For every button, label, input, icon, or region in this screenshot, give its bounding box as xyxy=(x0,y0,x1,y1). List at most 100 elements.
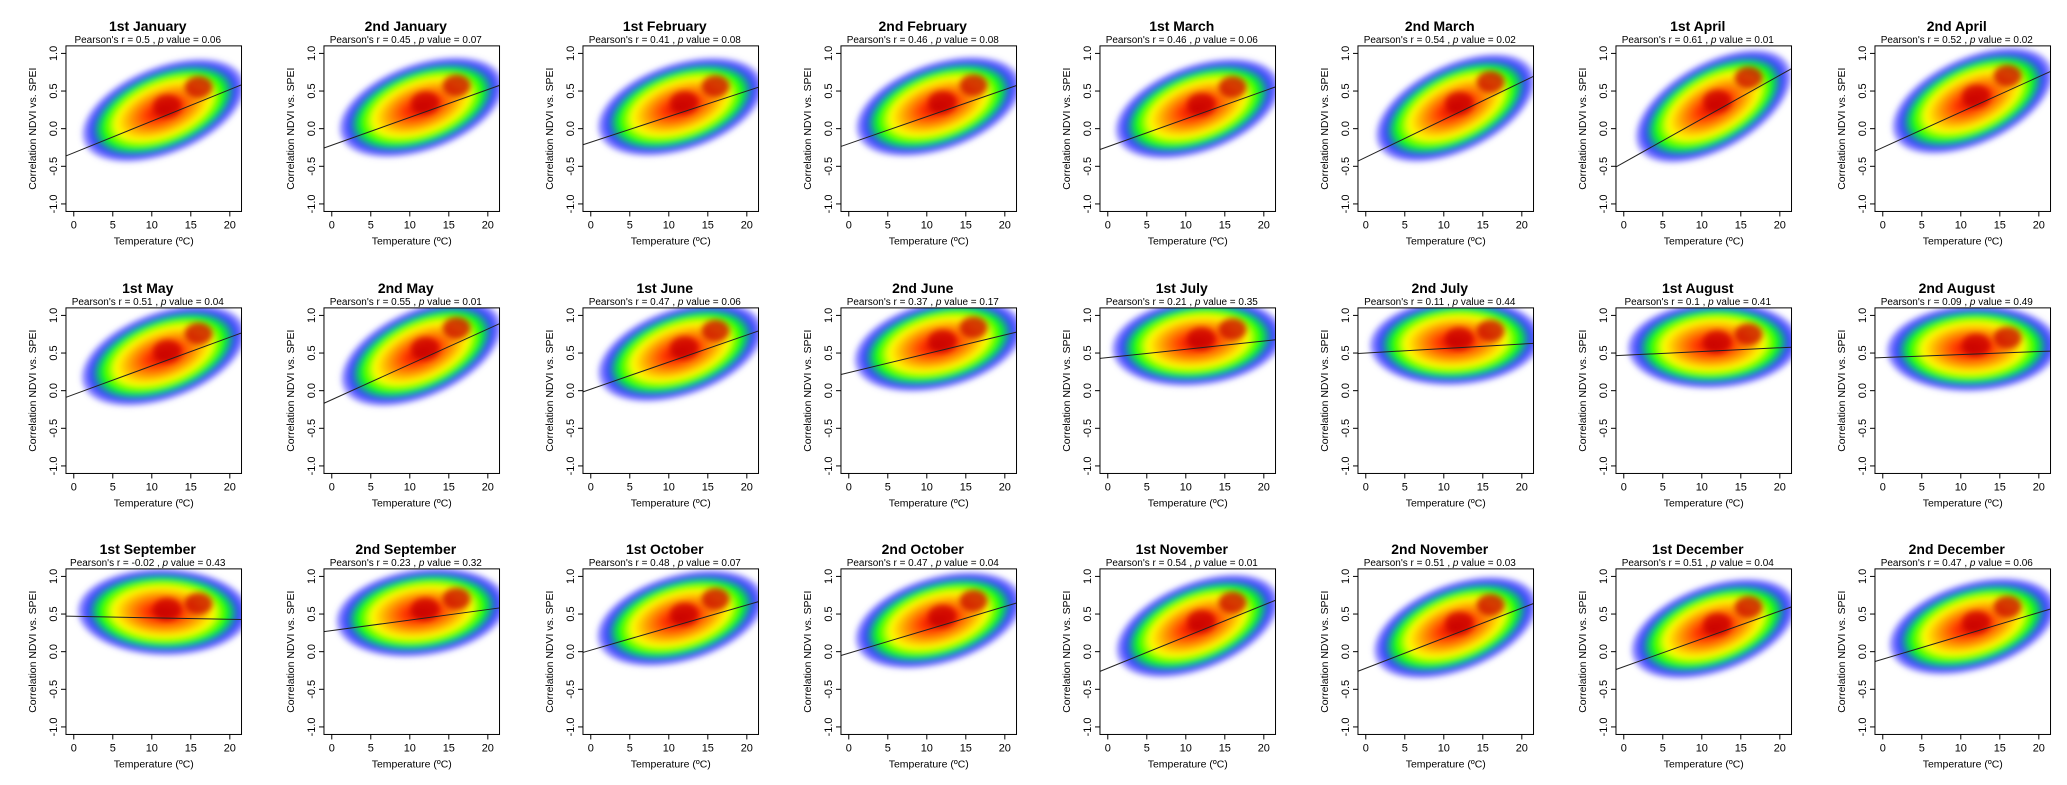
regression-line xyxy=(1616,606,1792,671)
y-tick-label: 0.5 xyxy=(306,345,318,360)
plot-frame xyxy=(1357,45,1534,212)
y-tick-label: 1.0 xyxy=(1081,569,1093,584)
y-tick-label: 1.0 xyxy=(306,307,318,322)
chart-panel: 0 5 10 15 20 -1.0 -0.5 0.0 0.5 1.0 1st AugustPears… xyxy=(1578,280,1793,509)
x-tick-label: 10 xyxy=(662,743,674,755)
density-core xyxy=(670,603,699,626)
y-tick-label: -0.5 xyxy=(48,680,60,699)
y-tick-label: 0.5 xyxy=(565,607,577,622)
x-tick-label: 0 xyxy=(71,743,77,755)
regression-line xyxy=(324,607,500,633)
y-tick-label: 1.0 xyxy=(1857,307,1869,322)
x-tick-label: 0 xyxy=(71,481,77,493)
x-axis-label: Temperature (ºC) xyxy=(1406,236,1486,247)
x-tick-label: 10 xyxy=(1438,481,1450,493)
y-tick-label: 0.5 xyxy=(48,345,60,360)
x-tick-label: 0 xyxy=(846,743,852,755)
panel-stats: Pearson's r = 0.09 , p value = 0.49 xyxy=(1880,297,2033,308)
y-tick-label: 0.5 xyxy=(1340,83,1352,98)
plot-frame xyxy=(1098,568,1276,736)
density-cloud xyxy=(77,569,242,656)
x-tick-label: 5 xyxy=(1660,481,1666,493)
y-tick-label: -0.5 xyxy=(48,419,60,438)
x-tick-label: 5 xyxy=(1918,481,1924,493)
panel-stats: Pearson's r = 0.47 , p value = 0.06 xyxy=(588,297,741,308)
x-tick-label: 0 xyxy=(1104,743,1110,755)
x-tick-label: 0 xyxy=(1879,219,1885,231)
panel-title: 2nd February xyxy=(879,18,968,34)
x-tick-label: 0 xyxy=(587,743,593,755)
y-tick-label: 0.5 xyxy=(823,83,835,98)
y-tick-label: 1.0 xyxy=(823,569,835,584)
density-cloud xyxy=(597,307,759,402)
x-tick-label: 20 xyxy=(740,219,752,231)
y-tick-label: 0.5 xyxy=(823,607,835,622)
density-core xyxy=(959,74,988,97)
plot-frame xyxy=(323,568,501,736)
y-tick-label: 1.0 xyxy=(48,46,60,61)
y-tick-label: -1.0 xyxy=(1081,456,1093,475)
x-tick-label: 20 xyxy=(740,743,752,755)
x-tick-label: 0 xyxy=(1621,219,1627,231)
density-core xyxy=(701,75,730,98)
density-core xyxy=(701,588,730,611)
y-tick-label: 0.5 xyxy=(565,83,577,98)
density-core xyxy=(1703,613,1732,636)
chart-panel: 0 5 10 15 20 -1.0 -0.5 0.0 0.5 1.0 2nd JunePearson… xyxy=(803,280,1018,509)
panel-title: 2nd May xyxy=(378,280,434,296)
x-tick-label: 15 xyxy=(1993,743,2005,755)
regression-line xyxy=(582,601,759,654)
y-axis-label: Correlation NDVI vs. SPEI xyxy=(1578,68,1589,190)
chart-panel: 0 5 10 15 20 -1.0 -0.5 0.0 0.5 1.0 2nd FebruaryPea… xyxy=(803,18,1018,247)
panel-title: 1st August xyxy=(1662,280,1734,296)
chart-panel: 0 5 10 15 20 -1.0 -0.5 0.0 0.5 1.0 1st DecemberPea… xyxy=(1578,541,1793,771)
y-tick-label: 0.5 xyxy=(1340,345,1352,360)
panel-stats: Pearson's r = 0.37 , p value = 0.17 xyxy=(847,297,1000,308)
density-core xyxy=(1218,317,1247,340)
x-axis-label: Temperature (ºC) xyxy=(889,760,969,771)
panel-stats: Pearson's r = 0.55 , p value = 0.01 xyxy=(330,297,483,308)
x-tick-label: 0 xyxy=(1879,743,1885,755)
panel-stats: Pearson's r = 0.1 , p value = 0.41 xyxy=(1625,297,1772,308)
y-tick-label: -0.5 xyxy=(565,157,577,176)
regression-line xyxy=(1357,603,1534,673)
regression-line xyxy=(841,84,1017,147)
regression-line xyxy=(1099,600,1276,673)
density-core xyxy=(959,316,988,339)
x-axis-label: Temperature (ºC) xyxy=(1664,760,1744,771)
x-tick-label: 20 xyxy=(999,219,1011,231)
y-tick-label: -0.5 xyxy=(565,419,577,438)
x-tick-label: 15 xyxy=(1735,743,1747,755)
x-tick-label: 10 xyxy=(1438,743,1450,755)
x-tick-label: 20 xyxy=(1774,219,1786,231)
y-tick-label: 0.5 xyxy=(1081,345,1093,360)
density-core xyxy=(1993,326,2022,349)
density-core xyxy=(1703,90,1732,113)
y-tick-label: -0.5 xyxy=(306,419,318,438)
density-core xyxy=(928,329,957,352)
y-tick-label: 0.0 xyxy=(823,121,835,136)
x-tick-label: 10 xyxy=(662,481,674,493)
x-tick-label: 0 xyxy=(1104,481,1110,493)
regression-line xyxy=(324,84,500,149)
density-cloud xyxy=(1111,307,1276,386)
panel-title: 2nd August xyxy=(1918,280,1995,296)
x-tick-label: 10 xyxy=(921,219,933,231)
y-axis-label: Correlation NDVI vs. SPEI xyxy=(1320,68,1331,190)
y-axis-label: Correlation NDVI vs. SPEI xyxy=(1320,329,1331,451)
density-cloud xyxy=(597,57,759,156)
x-tick-label: 10 xyxy=(1696,219,1708,231)
y-tick-label: 0.5 xyxy=(1857,607,1869,622)
x-tick-label: 5 xyxy=(626,481,632,493)
y-tick-label: 0.0 xyxy=(1081,383,1093,398)
panel-title: 2nd June xyxy=(892,280,953,296)
x-tick-label: 5 xyxy=(110,743,116,755)
y-tick-label: 1.0 xyxy=(48,307,60,322)
density-core xyxy=(1734,66,1763,89)
plot-frame xyxy=(1357,307,1534,474)
x-tick-label: 15 xyxy=(443,219,455,231)
y-tick-label: 1.0 xyxy=(565,307,577,322)
y-tick-label: -1.0 xyxy=(1340,456,1352,475)
chart-panel: 0 5 10 15 20 -1.0 -0.5 0.0 0.5 1.0 1st NovemberPea… xyxy=(1062,541,1276,771)
regression-line xyxy=(1099,338,1276,359)
